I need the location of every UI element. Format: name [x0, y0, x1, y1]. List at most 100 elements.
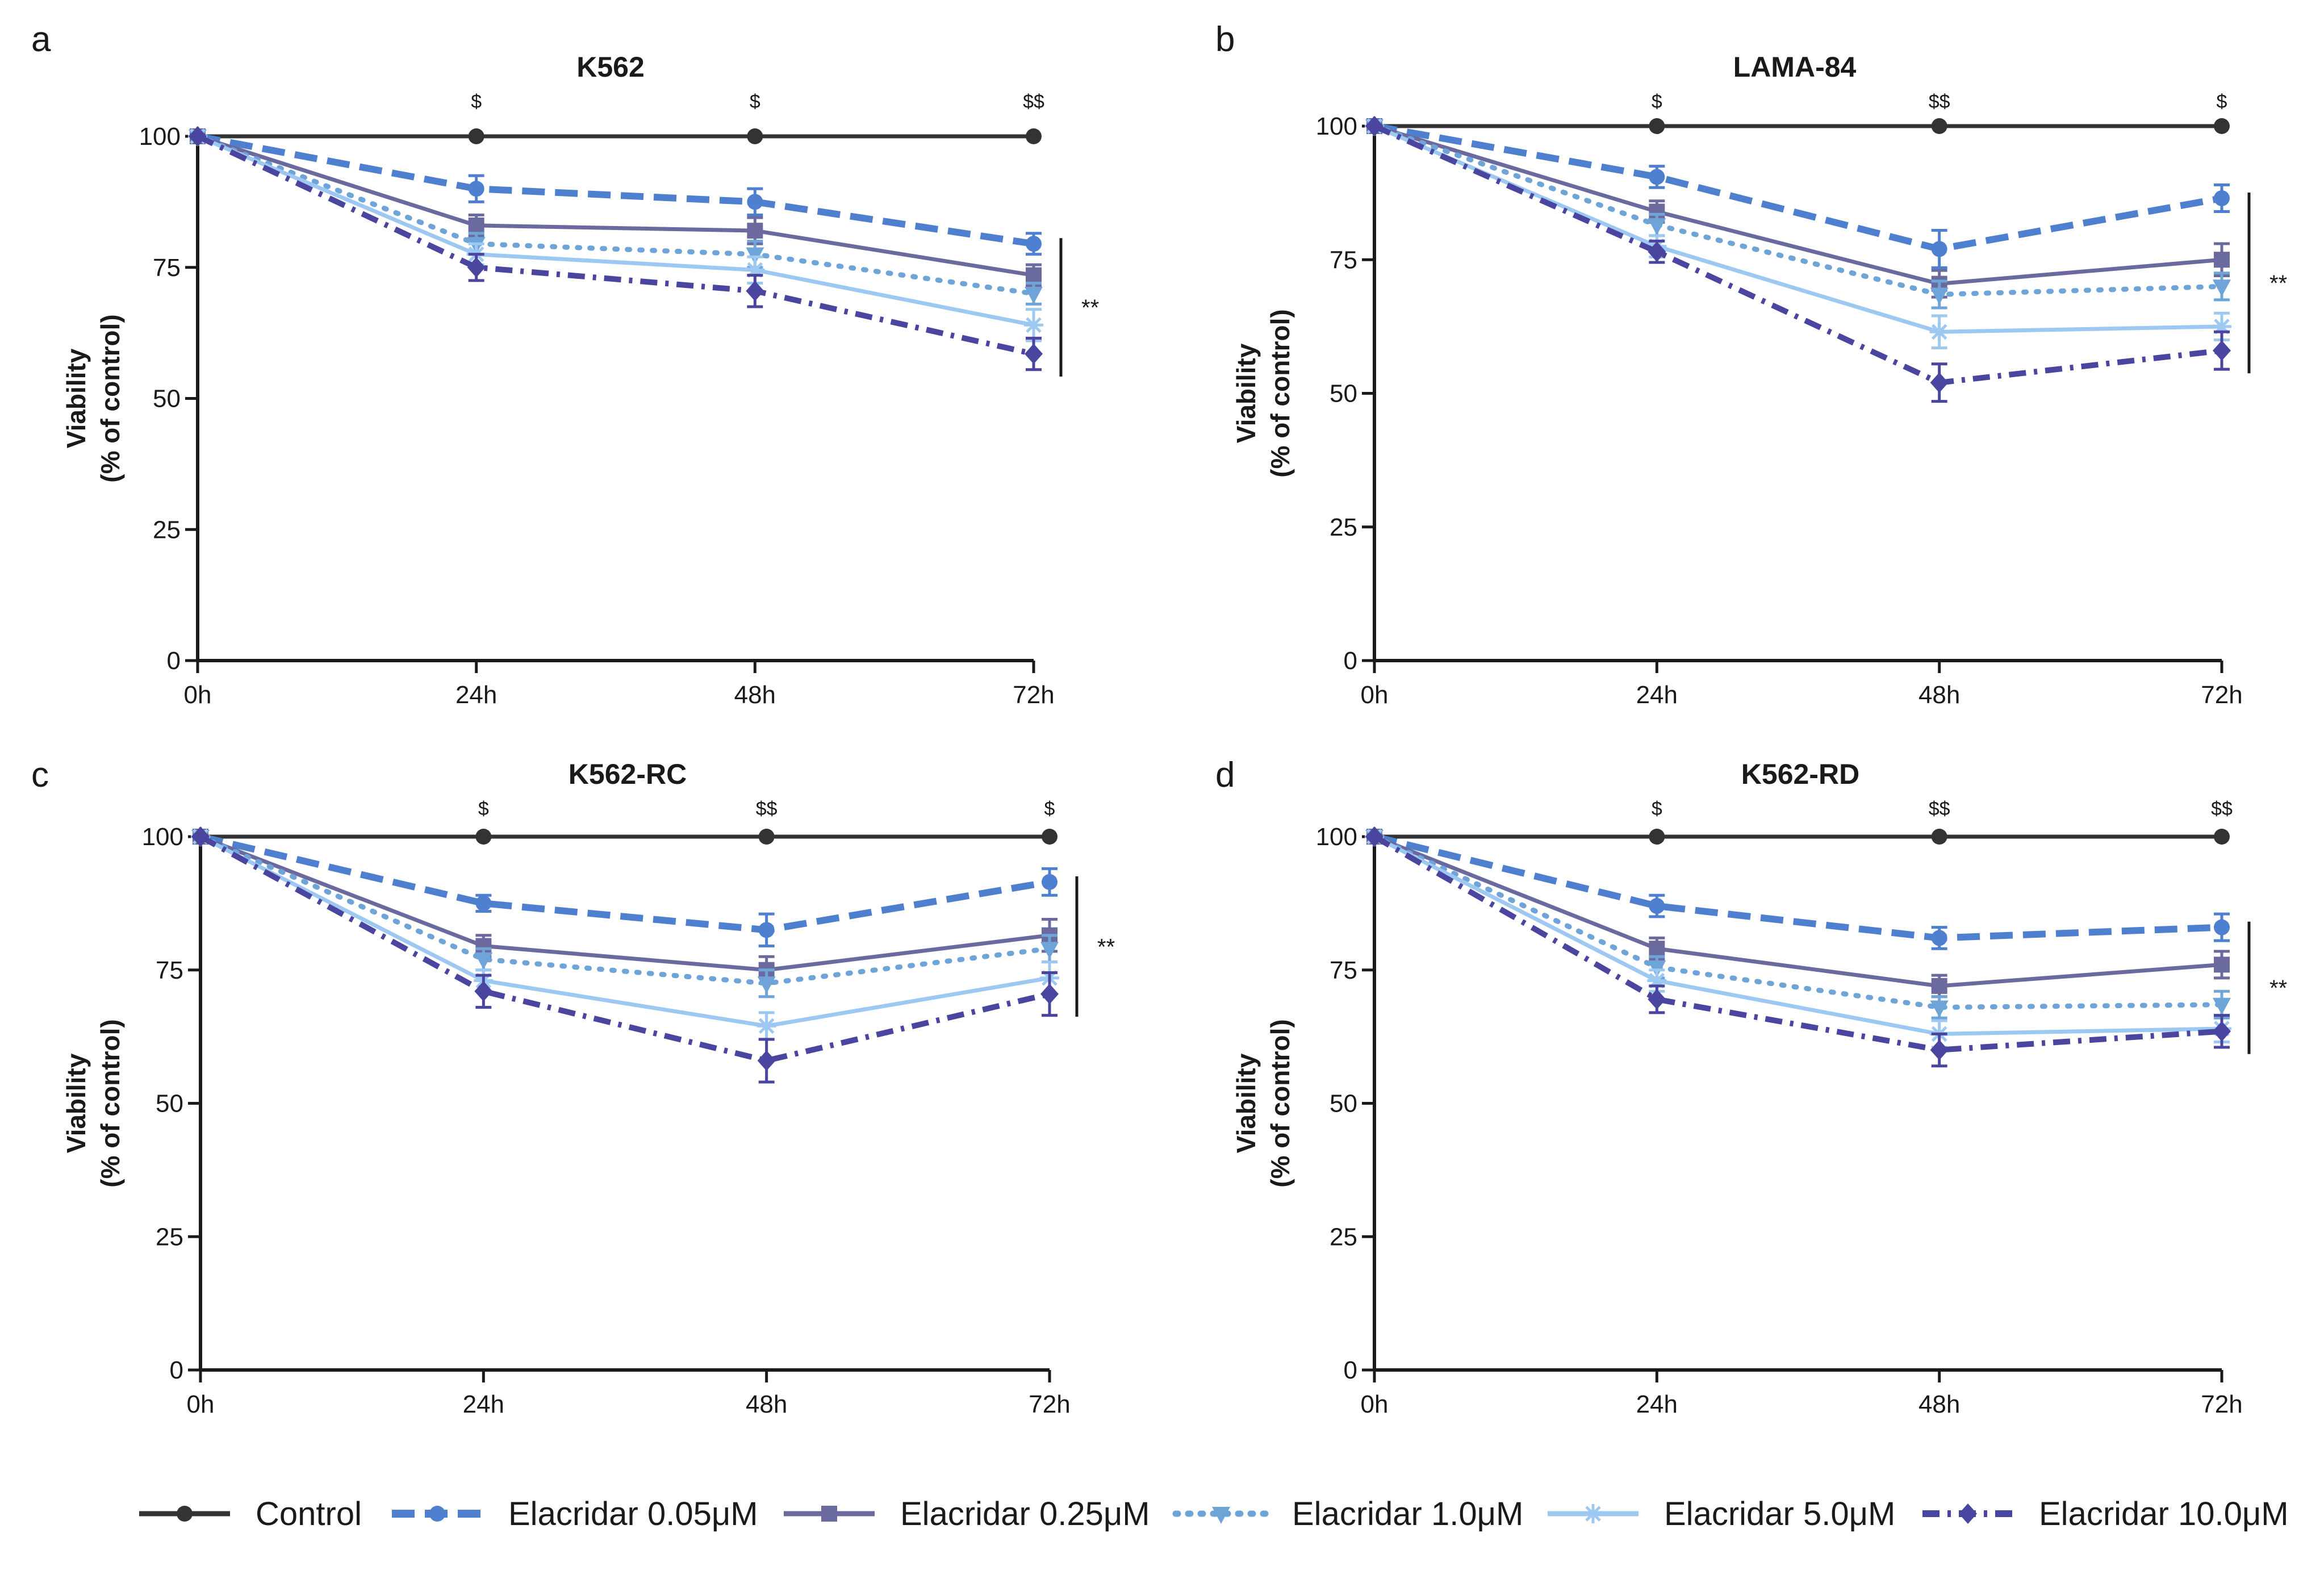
legend-item-control: Control	[139, 1496, 362, 1532]
data-point	[2214, 919, 2230, 935]
data-point	[1648, 218, 1666, 236]
x-tick-label: 0h	[187, 1390, 215, 1418]
data-point	[1930, 1039, 1949, 1060]
significance-label: **	[2269, 271, 2287, 296]
significance-annotation: $	[750, 91, 760, 112]
series-elacridar-0-25-m	[1366, 829, 2230, 999]
y-tick-label: 50	[153, 385, 181, 413]
y-axis-label: Viability	[61, 348, 91, 448]
data-point	[468, 217, 484, 233]
significance-annotation: $	[1044, 798, 1055, 820]
panel-c: c K562-RC 0 25 50 75 100 0h 24h 48h 72h Viability (%…	[31, 755, 1115, 1418]
x-tick-label: 24h	[455, 681, 497, 709]
significance-annotation: $$	[2211, 798, 2233, 820]
data-point	[1026, 267, 1042, 283]
x-tick-label: 48h	[734, 681, 776, 709]
series-elacridar-0-05-m	[193, 829, 1057, 947]
data-point	[2213, 997, 2231, 1015]
significance-annotation: $	[1652, 91, 1662, 112]
data-point	[1930, 287, 1949, 305]
series-elacridar-0-05-m	[1366, 118, 2230, 269]
y-tick-label: 75	[153, 254, 181, 282]
series-elacridar-10-0-m	[191, 826, 1059, 1084]
x-tick-label: 72h	[2201, 1390, 2242, 1418]
y-axis-label: Viability	[1231, 1053, 1261, 1153]
data-point	[1931, 930, 1947, 946]
significance-annotation: $$	[1929, 798, 1950, 820]
x-tick-label: 0h	[1361, 681, 1389, 709]
data-point	[1024, 315, 1043, 335]
y-tick-label: 50	[156, 1090, 183, 1118]
data-point	[1649, 118, 1665, 134]
series-line	[198, 834, 1052, 986]
data-point	[2213, 340, 2231, 361]
y-axis-label: Viability	[61, 1053, 91, 1153]
series-elacridar-0-05-m	[1366, 829, 2230, 950]
x-tick-label: 24h	[463, 1390, 504, 1418]
data-point	[468, 128, 484, 144]
data-point	[1026, 128, 1042, 144]
series-line	[197, 133, 1034, 248]
data-point	[1026, 236, 1042, 252]
series-control	[1366, 829, 2230, 845]
data-point	[1040, 942, 1059, 959]
y-axis-label: (% of control)	[95, 1019, 125, 1187]
x-tick-label: 72h	[2201, 681, 2242, 709]
panel-a: a K562 0 25 50 75 100 0h 24h 48h 72h Viability (% of…	[31, 20, 1099, 709]
series-line	[1373, 123, 2223, 253]
significance-annotation: $$	[1929, 91, 1950, 112]
data-point	[2213, 1021, 2231, 1042]
panel-d: d K562-RD 0 25 50 75 100 0h 24h 48h 72h Viability (%…	[1215, 755, 2287, 1418]
legend-label: Control	[256, 1496, 362, 1532]
legend-marker	[429, 1506, 445, 1522]
y-tick-label: 100	[1316, 823, 1357, 851]
significance-label: **	[2269, 976, 2287, 1001]
series-line	[199, 834, 1051, 1064]
legend-item-elacridar-1-0-m: Elacridar 1.0μM	[1172, 1496, 1523, 1532]
series-elacridar-10-0-m	[1365, 826, 2231, 1068]
data-point	[474, 952, 493, 970]
y-tick-label: 0	[167, 647, 181, 675]
y-tick-label: 50	[1330, 1090, 1357, 1118]
series-line	[199, 833, 1051, 934]
significance-annotation: $$	[756, 798, 778, 820]
series-elacridar-10-0-m	[1365, 116, 2231, 403]
data-point	[747, 128, 763, 144]
legend-label: Elacridar 1.0μM	[1292, 1496, 1523, 1532]
y-tick-label: 25	[1330, 513, 1357, 541]
data-point	[2214, 118, 2230, 134]
series-line	[1372, 834, 2225, 1010]
significance-annotation: $	[2217, 91, 2227, 112]
data-point	[1649, 829, 1665, 845]
data-point	[1649, 898, 1665, 914]
significance-label: **	[1097, 934, 1115, 959]
series-line	[195, 133, 1036, 296]
y-tick-label: 75	[156, 956, 183, 984]
x-tick-label: 0h	[1361, 1390, 1389, 1418]
data-point	[2214, 829, 2230, 845]
data-point	[2214, 190, 2230, 207]
panel-title: K562-RC	[569, 758, 687, 790]
legend-item-elacridar-5-0-m: Elacridar 5.0μM	[1548, 1496, 1895, 1532]
series-line	[196, 133, 1035, 357]
legend-marker	[1583, 1504, 1603, 1523]
panel-b: b LAMA-84 0 25 50 75 100 0h 24h 48h 72h Viability (%…	[1215, 20, 2287, 709]
legend-marker	[1212, 1507, 1230, 1524]
x-tick-label: 48h	[1918, 681, 1960, 709]
significance-annotation: $	[471, 91, 482, 112]
data-point	[475, 895, 492, 912]
panel-title: LAMA-84	[1733, 51, 1857, 83]
panel-letter: b	[1215, 20, 1235, 59]
data-point	[1025, 286, 1043, 304]
y-axis-label: (% of control)	[95, 314, 125, 482]
data-point	[475, 829, 492, 845]
x-tick-label: 72h	[1013, 681, 1054, 709]
data-point	[2214, 252, 2230, 268]
legend-item-elacridar-10-0-m: Elacridar 10.0μM	[1922, 1496, 2289, 1532]
data-point	[1042, 874, 1057, 890]
legend-label: Elacridar 0.25μM	[900, 1496, 1150, 1532]
series-line	[1373, 834, 2222, 1053]
series-line	[1373, 833, 2222, 942]
data-point	[1930, 1000, 1949, 1018]
